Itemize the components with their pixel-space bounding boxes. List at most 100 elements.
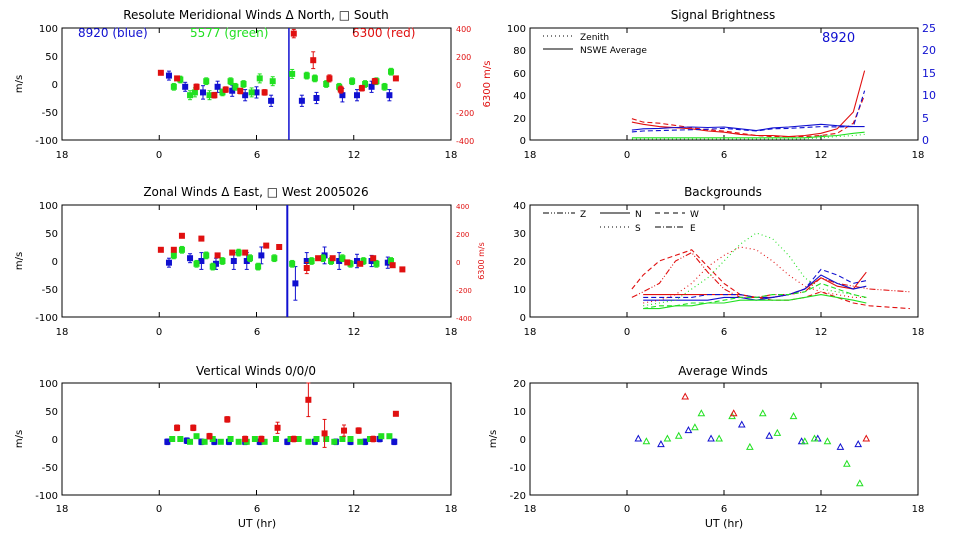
y-axis-ticks: 40 30 20 10 0 — [513, 201, 526, 324]
data-point — [214, 83, 221, 90]
series-line-green-dashed — [643, 282, 867, 310]
data-point — [268, 97, 275, 104]
data-point — [391, 438, 398, 445]
data-point — [392, 410, 399, 417]
x-tick-label: 18 — [56, 150, 69, 161]
data-point-triangle — [843, 459, 851, 467]
data-point-triangle — [684, 426, 693, 434]
legend-label-w: W — [690, 210, 699, 220]
data-point — [392, 75, 399, 82]
data-point-triangle — [773, 428, 782, 436]
data-point — [370, 255, 377, 262]
legend-label-s: S — [635, 224, 641, 234]
data-point — [193, 433, 200, 440]
data-point — [247, 255, 254, 262]
data-point — [251, 436, 258, 442]
plot-frame — [529, 382, 919, 496]
y-axis-ticks: 100 50 0 -50 -100 — [35, 379, 58, 502]
y-tick-label: 10 — [513, 407, 526, 418]
data-point — [177, 436, 184, 442]
data-point — [290, 30, 297, 37]
data-point-triangle — [789, 412, 798, 420]
data-point — [368, 83, 375, 90]
data-point — [386, 433, 393, 440]
right-tick-label: -200 — [456, 109, 474, 118]
y-axis-ticks: 20 10 0 -10 -20 — [510, 379, 526, 502]
legend: Z N W S E — [543, 210, 699, 234]
data-point — [230, 258, 237, 264]
right-tick-label: 5 — [922, 112, 929, 125]
data-point — [269, 78, 276, 85]
right-tick-label: 20 — [922, 44, 936, 57]
y-tick-label: 0 — [520, 313, 526, 324]
x-axis-label: UT (hr) — [705, 517, 743, 530]
data-point — [315, 255, 322, 262]
data-point — [229, 87, 236, 94]
data-point-triangle — [697, 409, 706, 417]
y-tick-label: 40 — [513, 91, 526, 102]
x-tick-label: 18 — [912, 150, 925, 161]
data-point — [206, 433, 213, 440]
y-tick-label: 100 — [507, 24, 526, 35]
plot-frame — [529, 27, 919, 141]
data-point — [321, 430, 328, 437]
y-tick-label: 10 — [513, 285, 526, 296]
legend-blue: 8920 (blue) — [78, 26, 148, 40]
data-point-triangle — [681, 392, 690, 400]
data-point — [272, 436, 279, 442]
y-tick-label: -50 — [42, 463, 58, 474]
y-tick-label: 100 — [39, 24, 58, 35]
data-point — [174, 424, 181, 431]
data-point — [339, 436, 346, 442]
x-tick-label: 18 — [524, 150, 537, 161]
data-point — [263, 242, 270, 249]
x-tick-label: 18 — [912, 327, 925, 338]
y-axis-ticks: 100 80 60 40 20 0 — [507, 24, 526, 147]
data-point — [211, 92, 218, 99]
data-point — [206, 92, 213, 99]
data-point — [248, 89, 255, 96]
x-tick-label: 18 — [912, 504, 925, 515]
y-tick-label: 20 — [513, 257, 526, 268]
series-line-green-dotted — [631, 133, 865, 140]
x-tick-label: 6 — [254, 504, 260, 515]
data-point-triangle — [657, 440, 665, 448]
data-point — [388, 68, 395, 75]
y-tick-label: 20 — [513, 379, 526, 390]
data-point — [303, 265, 310, 271]
right-axis-label: 6300 m/s — [482, 61, 493, 108]
data-point — [323, 81, 330, 87]
x-tick-label: 0 — [156, 327, 162, 338]
data-point — [271, 255, 278, 262]
x-tick-label: 12 — [815, 327, 828, 338]
y-tick-label: -50 — [42, 108, 58, 119]
data-point — [178, 232, 185, 239]
y-tick-label: 40 — [513, 201, 526, 212]
right-tick-label: 200 — [456, 53, 471, 62]
data-point — [399, 266, 406, 273]
data-point — [290, 436, 297, 442]
data-point — [313, 95, 320, 101]
data-point — [242, 249, 249, 256]
y-axis-ticks: 100 50 0 -50 -100 — [35, 201, 58, 324]
x-tick-label: 18 — [445, 150, 458, 161]
data-point — [341, 427, 348, 434]
data-point — [187, 92, 194, 99]
data-point — [198, 235, 205, 242]
data-point — [310, 57, 317, 64]
panel-vertical: Vertical Winds 0/0/0 100 50 0 -50 -100 1… — [14, 364, 457, 530]
data-point — [256, 75, 263, 82]
legend-green: 5577 (green) — [190, 26, 268, 40]
series-line-green-solid — [643, 294, 867, 310]
y-axis-label: m/s — [14, 252, 25, 270]
data-point — [182, 83, 189, 90]
plot-area-average — [529, 383, 919, 495]
x-tick-label: 12 — [815, 150, 828, 161]
series-line-green-solid — [631, 131, 865, 139]
data-point — [289, 70, 296, 77]
data-point — [386, 92, 393, 99]
data-point — [362, 81, 369, 87]
panel-title: Signal Brightness — [671, 8, 776, 22]
right-tick-label: 25 — [922, 22, 936, 35]
data-point-triangle — [715, 434, 723, 442]
